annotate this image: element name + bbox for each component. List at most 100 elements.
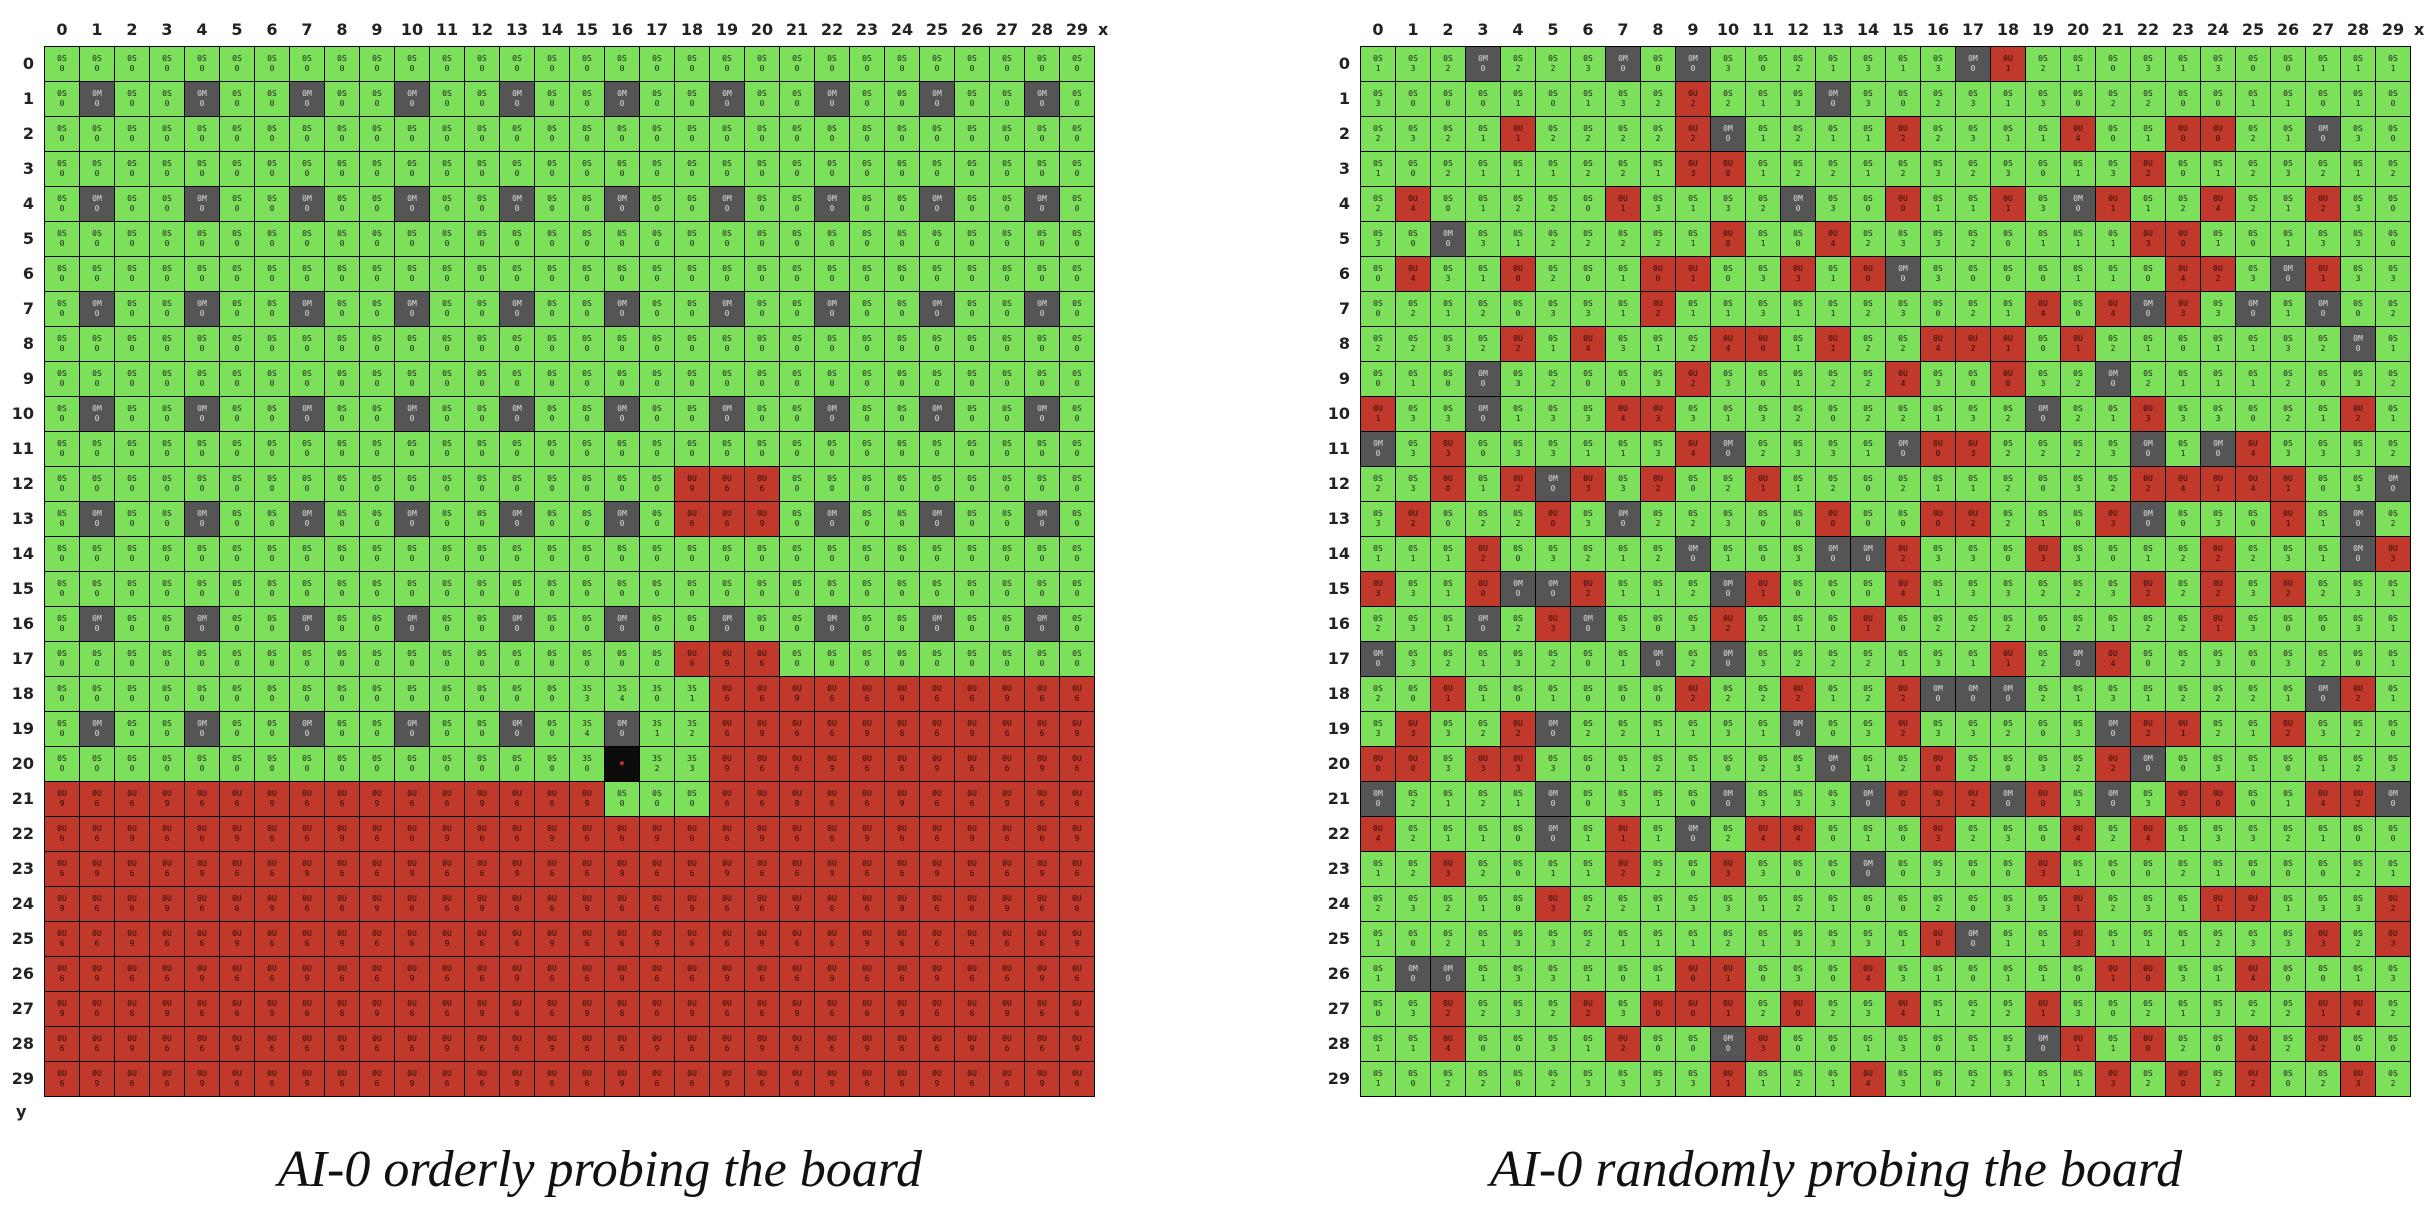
board-cell[interactable]: 0S 3 [1501, 922, 1535, 956]
board-cell[interactable]: 0S 0 [850, 502, 884, 536]
board-cell[interactable]: 0S 0 [675, 397, 709, 431]
board-cell[interactable]: 0S 2 [1921, 82, 1955, 116]
board-cell[interactable]: 0S 0 [920, 222, 954, 256]
board-cell[interactable]: 0S 1 [1361, 852, 1395, 886]
board-cell[interactable]: 0S 2 [1431, 1062, 1465, 1096]
board-cell[interactable]: 0S 1 [2376, 47, 2410, 81]
board-cell[interactable]: 0S 0 [815, 257, 849, 291]
board-cell[interactable]: 0U 6 [290, 782, 324, 816]
board-cell[interactable]: 0S 1 [2271, 292, 2305, 326]
board-cell[interactable]: 0S 0 [430, 432, 464, 466]
board-cell[interactable]: 0M 0 [1466, 47, 1500, 81]
board-cell[interactable]: 0S 1 [1501, 82, 1535, 116]
board-cell[interactable]: 0S 2 [1361, 117, 1395, 151]
board-cell[interactable]: 0S 0 [150, 327, 184, 361]
board-cell[interactable]: 0S 1 [1606, 642, 1640, 676]
board-cell[interactable]: 0S 3 [1431, 397, 1465, 431]
board-cell[interactable]: 0S 3 [1641, 432, 1675, 466]
board-cell[interactable]: 0U 2 [1641, 292, 1675, 326]
board-cell[interactable]: 0M 0 [1431, 222, 1465, 256]
board-cell[interactable]: 0U 6 [570, 1027, 604, 1061]
board-cell[interactable]: 0S 2 [1641, 502, 1675, 536]
board-cell[interactable]: 0S 0 [1711, 257, 1745, 291]
board-cell[interactable]: 0M 0 [815, 187, 849, 221]
board-cell[interactable]: 0S 0 [2306, 957, 2340, 991]
board-cell[interactable]: 0U 1 [2061, 327, 2095, 361]
board-cell[interactable]: 0S 0 [220, 47, 254, 81]
board-cell[interactable]: 0U 3 [2376, 922, 2410, 956]
board-cell[interactable]: 0S 0 [885, 327, 919, 361]
board-cell[interactable]: 0U 9 [325, 817, 359, 851]
board-cell[interactable]: 0S 0 [1956, 257, 1990, 291]
board-cell[interactable]: 0S 0 [1746, 47, 1780, 81]
board-cell[interactable]: 0U 9 [675, 887, 709, 921]
board-cell[interactable]: 0S 1 [2236, 747, 2270, 781]
board-cell[interactable]: 0U 6 [535, 1062, 569, 1096]
board-cell[interactable]: 0S 2 [1396, 817, 1430, 851]
board-cell[interactable]: 0U 6 [430, 782, 464, 816]
board-cell[interactable]: 0S 0 [990, 47, 1024, 81]
board-cell[interactable]: 0S 0 [2026, 607, 2060, 641]
board-cell[interactable]: 0U 6 [815, 1027, 849, 1061]
board-cell[interactable]: 0S 1 [1536, 327, 1570, 361]
board-cell[interactable]: 0U 6 [780, 712, 814, 746]
board-cell[interactable]: 0S 2 [2026, 572, 2060, 606]
board-cell[interactable]: 0S 0 [780, 327, 814, 361]
board-cell[interactable]: 0U 6 [745, 677, 779, 711]
board-cell[interactable]: 0M 0 [1025, 607, 1059, 641]
board-cell[interactable]: 0M 0 [1025, 502, 1059, 536]
board-cell[interactable]: 0U 6 [570, 852, 604, 886]
board-cell[interactable]: 0U 6 [430, 992, 464, 1026]
board-cell[interactable]: 0S 1 [1921, 957, 1955, 991]
board-cell[interactable]: 0U 0 [2131, 957, 2165, 991]
board-cell[interactable]: 0S 0 [395, 362, 429, 396]
board-cell[interactable]: 0S 0 [185, 677, 219, 711]
board-cell[interactable]: 0S 2 [2131, 992, 2165, 1026]
board-cell[interactable]: 0U 6 [815, 782, 849, 816]
board-cell[interactable]: 0S 0 [185, 222, 219, 256]
board-cell[interactable]: 0U 6 [150, 1027, 184, 1061]
board-cell[interactable]: 0S 0 [2376, 222, 2410, 256]
board-cell[interactable]: 0U 6 [675, 957, 709, 991]
board-cell[interactable]: 0U 6 [185, 992, 219, 1026]
board-cell[interactable]: 0S 2 [1396, 327, 1430, 361]
board-cell[interactable]: 0U 9 [1060, 712, 1094, 746]
board-cell[interactable]: 0S 3 [1571, 47, 1605, 81]
board-cell[interactable]: 0S 1 [1361, 537, 1395, 571]
board-cell[interactable]: 0M 0 [1536, 572, 1570, 606]
board-cell[interactable]: 0M 0 [815, 397, 849, 431]
board-cell[interactable]: 0S 0 [465, 82, 499, 116]
board-cell[interactable]: 0S 3 [2376, 257, 2410, 291]
board-cell[interactable]: 0S 1 [1851, 432, 1885, 466]
board-cell[interactable]: 0U 9 [780, 782, 814, 816]
board-cell[interactable]: 0S 0 [2271, 747, 2305, 781]
board-cell[interactable]: 0S 2 [1991, 992, 2025, 1026]
board-cell[interactable]: 0U 0 [2026, 782, 2060, 816]
board-cell[interactable]: 0U 4 [1886, 362, 1920, 396]
board-cell[interactable]: 0S 0 [1816, 397, 1850, 431]
board-cell[interactable]: 0S 0 [115, 362, 149, 396]
board-cell[interactable]: 0S 0 [885, 117, 919, 151]
board-cell[interactable]: 0S 0 [640, 432, 674, 466]
board-cell[interactable]: 0S 0 [220, 677, 254, 711]
board-cell[interactable]: 0S 0 [1501, 677, 1535, 711]
board-cell[interactable]: 0S 0 [430, 82, 464, 116]
board-cell[interactable]: 0M 0 [1361, 432, 1395, 466]
board-cell[interactable]: 0S 3 [1536, 747, 1570, 781]
board-cell[interactable]: 0U 2 [1606, 1027, 1640, 1061]
board-cell[interactable]: 0U 9 [955, 817, 989, 851]
board-cell[interactable]: 0S 3 [1991, 1062, 2025, 1096]
board-cell[interactable]: 0S 0 [570, 572, 604, 606]
board-cell[interactable]: 0S 1 [1991, 117, 2025, 151]
board-cell[interactable]: 0U 6 [185, 817, 219, 851]
board-cell[interactable]: 0U 0 [2201, 117, 2235, 151]
board-cell[interactable]: 0S 0 [955, 502, 989, 536]
board-cell[interactable]: 0S 1 [2131, 537, 2165, 571]
board-cell[interactable]: 0S 0 [920, 327, 954, 361]
board-cell[interactable]: 0S 1 [1396, 537, 1430, 571]
board-cell[interactable]: 0S 2 [2166, 852, 2200, 886]
board-cell[interactable]: 0S 2 [1921, 117, 1955, 151]
board-cell[interactable]: 0S 1 [1361, 1062, 1395, 1096]
board-cell[interactable]: 0U 6 [255, 1062, 289, 1096]
board-cell[interactable]: 0S 2 [1501, 187, 1535, 221]
